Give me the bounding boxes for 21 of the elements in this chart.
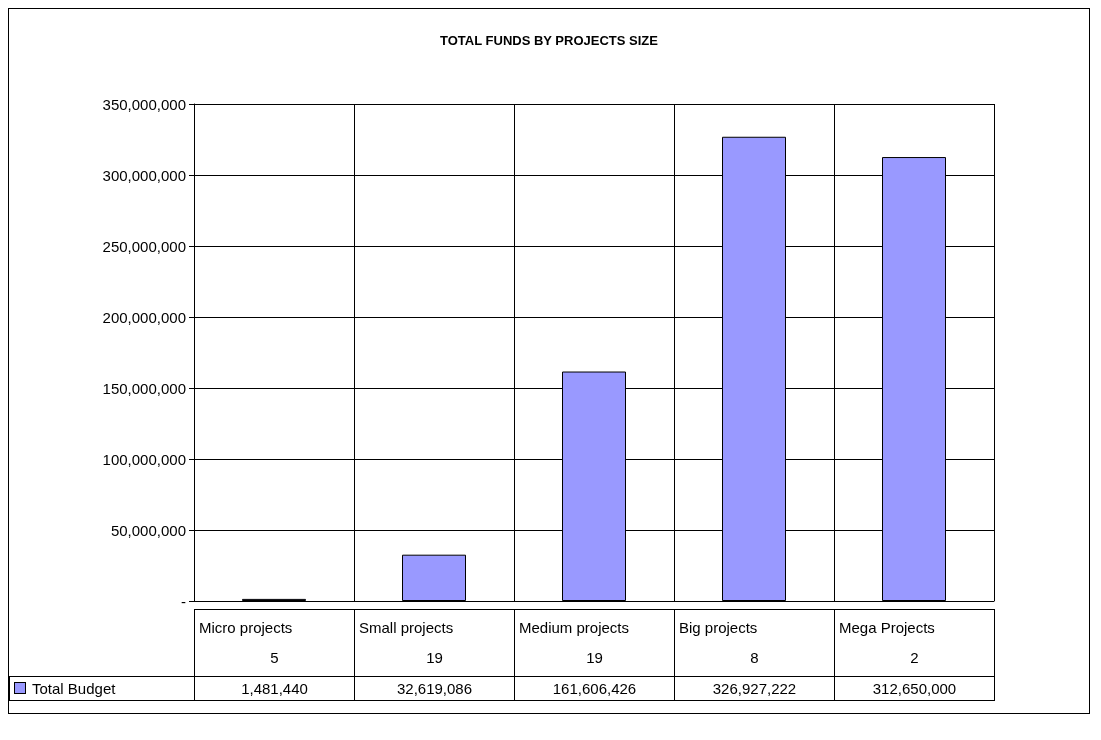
y-tick-label: - — [181, 592, 186, 610]
y-tick-label: 300,000,000 — [102, 166, 186, 184]
bar — [402, 554, 466, 601]
data-label: 312,650,000 — [834, 676, 995, 701]
y-tick-label: 200,000,000 — [102, 308, 186, 326]
data-label: 161,606,426 — [514, 676, 675, 701]
y-tick-label: 250,000,000 — [102, 237, 186, 255]
data-label: 1,481,440 — [194, 676, 355, 701]
x-tick-label: Big projects 8 — [679, 618, 760, 668]
chart-title: TOTAL FUNDS BY PROJECTS SIZE — [440, 33, 659, 48]
x-tick-label: Mega Projects 2 — [839, 618, 936, 668]
data-label: 326,927,222 — [674, 676, 835, 701]
y-tick-label: 100,000,000 — [102, 450, 186, 468]
x-tick-label: Medium projects 19 — [519, 618, 631, 668]
y-tick-label: 150,000,000 — [102, 379, 186, 397]
legend-label: Total Budget — [9, 676, 195, 701]
x-tick-label: Micro projects 5 — [199, 618, 294, 668]
data-label: 32,619,086 — [354, 676, 515, 701]
y-tick-label: 350,000,000 — [102, 95, 186, 113]
x-tick-label: Small projects 19 — [359, 618, 455, 668]
y-tick-label: 50,000,000 — [110, 521, 186, 539]
